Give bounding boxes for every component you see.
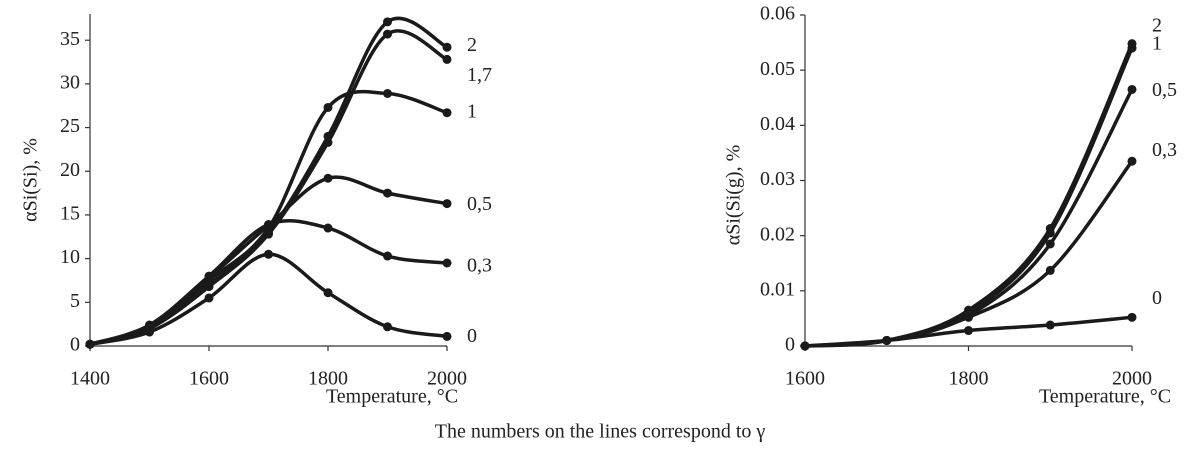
data-point [145, 320, 154, 330]
data-point [145, 327, 154, 337]
data-point [442, 199, 452, 209]
x-tick-label: 1800 [949, 368, 989, 390]
line-label: 1 [1152, 33, 1162, 55]
data-point [1127, 84, 1137, 94]
series-line [89, 16, 448, 346]
data-point [442, 331, 452, 341]
data-point [383, 89, 392, 99]
y-tick-label: 25 [60, 115, 80, 137]
data-point [1127, 43, 1137, 53]
data-point [85, 339, 95, 349]
series-line [89, 29, 448, 346]
line-label: 0 [467, 325, 477, 347]
data-point [204, 293, 214, 303]
data-point [1045, 265, 1055, 275]
series-line [804, 42, 1134, 348]
y-tick-label: 5 [70, 290, 80, 312]
line-label: 1,7 [467, 64, 492, 86]
data-point [964, 312, 973, 322]
data-point [882, 335, 892, 345]
line-label: 0 [1152, 287, 1162, 309]
line-label: 0,5 [467, 193, 492, 215]
data-point [1127, 156, 1137, 166]
data-point [964, 326, 973, 336]
y-axis-label: αSi(Si(g), % [723, 145, 745, 245]
data-point [323, 102, 333, 112]
y-tick-label: 0 [70, 334, 80, 356]
line-label: 0,5 [1152, 79, 1177, 101]
y-axis-label: αSi(Si), % [20, 138, 42, 222]
data-point [442, 42, 452, 52]
y-tick-label: 20 [60, 159, 80, 181]
x-tick-label: 1600 [785, 368, 825, 390]
y-tick-label: 0.03 [760, 168, 795, 190]
data-point [383, 17, 392, 27]
data-point [383, 322, 392, 332]
series-line [89, 89, 448, 346]
data-point [264, 249, 273, 259]
data-point [323, 288, 333, 298]
data-point [442, 54, 452, 64]
data-point [442, 108, 452, 118]
x-tick-label: 1600 [189, 368, 229, 390]
data-point [383, 251, 392, 261]
x-axis-label: Temperature, °C [1039, 386, 1171, 408]
data-point [800, 341, 810, 351]
series-line [804, 47, 1134, 348]
data-point [323, 137, 333, 147]
data-point [1045, 239, 1055, 249]
series-line [89, 175, 448, 346]
data-point [323, 173, 333, 183]
data-point [1127, 312, 1137, 322]
line-label: 0,3 [467, 255, 492, 277]
x-tick-label: 2000 [427, 368, 467, 390]
caption: The numbers on the lines correspond to γ [435, 421, 766, 443]
y-tick-label: 0.02 [760, 223, 795, 245]
y-tick-label: 0.04 [760, 113, 795, 135]
y-tick-label: 30 [60, 71, 80, 93]
y-tick-label: 15 [60, 203, 80, 225]
series-line [89, 219, 448, 346]
y-tick-label: 0.06 [760, 3, 795, 25]
data-point [1045, 320, 1055, 330]
data-point [1045, 228, 1055, 238]
line-label: 1 [467, 100, 477, 122]
x-axis-label: Temperature, °C [326, 386, 458, 408]
y-tick-label: 0 [785, 334, 795, 356]
data-point [442, 258, 452, 268]
y-tick-label: 0.05 [760, 58, 795, 80]
y-tick-label: 0.01 [760, 278, 795, 300]
data-point [204, 271, 214, 281]
x-tick-label: 2000 [1112, 368, 1152, 390]
x-tick-label: 1400 [70, 368, 110, 390]
y-tick-label: 10 [60, 246, 80, 268]
data-point [383, 29, 392, 39]
data-point [323, 223, 333, 233]
line-label: 0,3 [1152, 139, 1177, 161]
y-tick-label: 35 [60, 28, 80, 50]
line-label: 2 [467, 34, 477, 56]
data-point [383, 188, 392, 198]
line-label: 2 [1152, 14, 1162, 36]
data-point [264, 220, 273, 230]
x-tick-label: 1800 [308, 368, 348, 390]
